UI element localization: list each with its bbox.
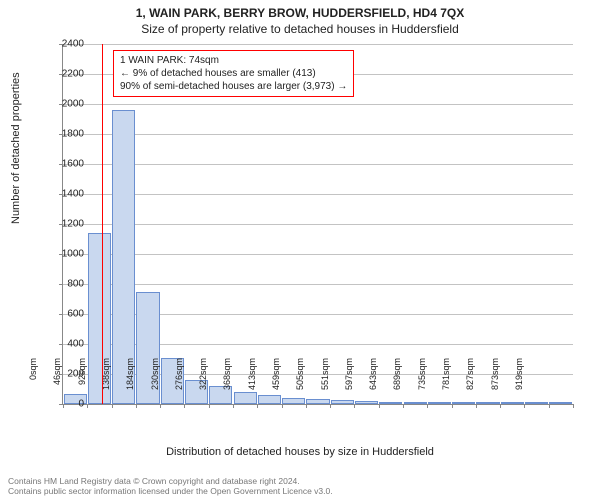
xtick-label: 413sqm [247, 358, 257, 408]
xtick-mark [282, 404, 283, 408]
xtick-mark [209, 404, 210, 408]
footer-attribution: Contains HM Land Registry data © Crown c… [8, 476, 333, 496]
xtick-mark [160, 404, 161, 408]
xtick-label: 276sqm [174, 358, 184, 408]
xtick-mark [403, 404, 404, 408]
ytick-label: 200 [44, 369, 84, 380]
xtick-label: 230sqm [150, 358, 160, 408]
xtick-mark [354, 404, 355, 408]
title-subtitle: Size of property relative to detached ho… [0, 20, 600, 36]
y-axis-label: Number of detached properties [10, 72, 22, 224]
annotation-line: ← 9% of detached houses are smaller (413… [120, 67, 347, 80]
xtick-label: 459sqm [271, 358, 281, 408]
annotation-line: 90% of semi-detached houses are larger (… [120, 80, 347, 93]
xtick-label: 873sqm [490, 358, 500, 408]
xtick-label: 184sqm [125, 358, 135, 408]
xtick-label: 689sqm [392, 358, 402, 408]
ytick-label: 1400 [44, 189, 84, 200]
xtick-mark [452, 404, 453, 408]
xtick-mark [112, 404, 113, 408]
ytick-label: 400 [44, 339, 84, 350]
xtick-label: 597sqm [344, 358, 354, 408]
gridline [63, 104, 573, 105]
histogram-bar [525, 402, 548, 404]
xtick-label: 368sqm [222, 358, 232, 408]
xtick-label: 0sqm [28, 358, 38, 408]
histogram-bar [549, 402, 572, 404]
xtick-label: 322sqm [198, 358, 208, 408]
ytick-label: 2400 [44, 39, 84, 50]
ytick-label: 2200 [44, 69, 84, 80]
xtick-mark [87, 404, 88, 408]
ytick-label: 2000 [44, 99, 84, 110]
gridline [63, 164, 573, 165]
annotation-line: 1 WAIN PARK: 74sqm [120, 54, 347, 67]
xtick-mark [136, 404, 137, 408]
title-address: 1, WAIN PARK, BERRY BROW, HUDDERSFIELD, … [0, 0, 600, 20]
chart-container: 1, WAIN PARK, BERRY BROW, HUDDERSFIELD, … [0, 0, 600, 500]
gridline [63, 44, 573, 45]
xtick-mark [500, 404, 501, 408]
xtick-label: 827sqm [465, 358, 475, 408]
xtick-mark [476, 404, 477, 408]
xtick-mark [257, 404, 258, 408]
xtick-label: 781sqm [441, 358, 451, 408]
xtick-mark [427, 404, 428, 408]
xtick-label: 551sqm [320, 358, 330, 408]
xtick-mark [306, 404, 307, 408]
xtick-mark [524, 404, 525, 408]
xtick-mark [233, 404, 234, 408]
gridline [63, 194, 573, 195]
reference-line [102, 44, 103, 404]
xtick-mark [184, 404, 185, 408]
gridline [63, 134, 573, 135]
xtick-label: 643sqm [368, 358, 378, 408]
ytick-label: 1200 [44, 219, 84, 230]
gridline [63, 254, 573, 255]
xtick-label: 505sqm [295, 358, 305, 408]
plot-area: 0sqm46sqm92sqm138sqm184sqm230sqm276sqm32… [62, 44, 572, 404]
ytick-label: 800 [44, 279, 84, 290]
footer-line1: Contains HM Land Registry data © Crown c… [8, 476, 333, 486]
x-axis-label: Distribution of detached houses by size … [0, 446, 600, 458]
xtick-mark [549, 404, 550, 408]
ytick-label: 1800 [44, 129, 84, 140]
gridline [63, 284, 573, 285]
ytick-label: 1600 [44, 159, 84, 170]
gridline [63, 224, 573, 225]
xtick-mark [573, 404, 574, 408]
xtick-label: 919sqm [514, 358, 524, 408]
ytick-label: 0 [44, 399, 84, 410]
ytick-label: 1000 [44, 249, 84, 260]
footer-line2: Contains public sector information licen… [8, 486, 333, 496]
ytick-label: 600 [44, 309, 84, 320]
xtick-label: 735sqm [417, 358, 427, 408]
annotation-box: 1 WAIN PARK: 74sqm← 9% of detached house… [113, 50, 354, 97]
xtick-mark [330, 404, 331, 408]
xtick-mark [379, 404, 380, 408]
